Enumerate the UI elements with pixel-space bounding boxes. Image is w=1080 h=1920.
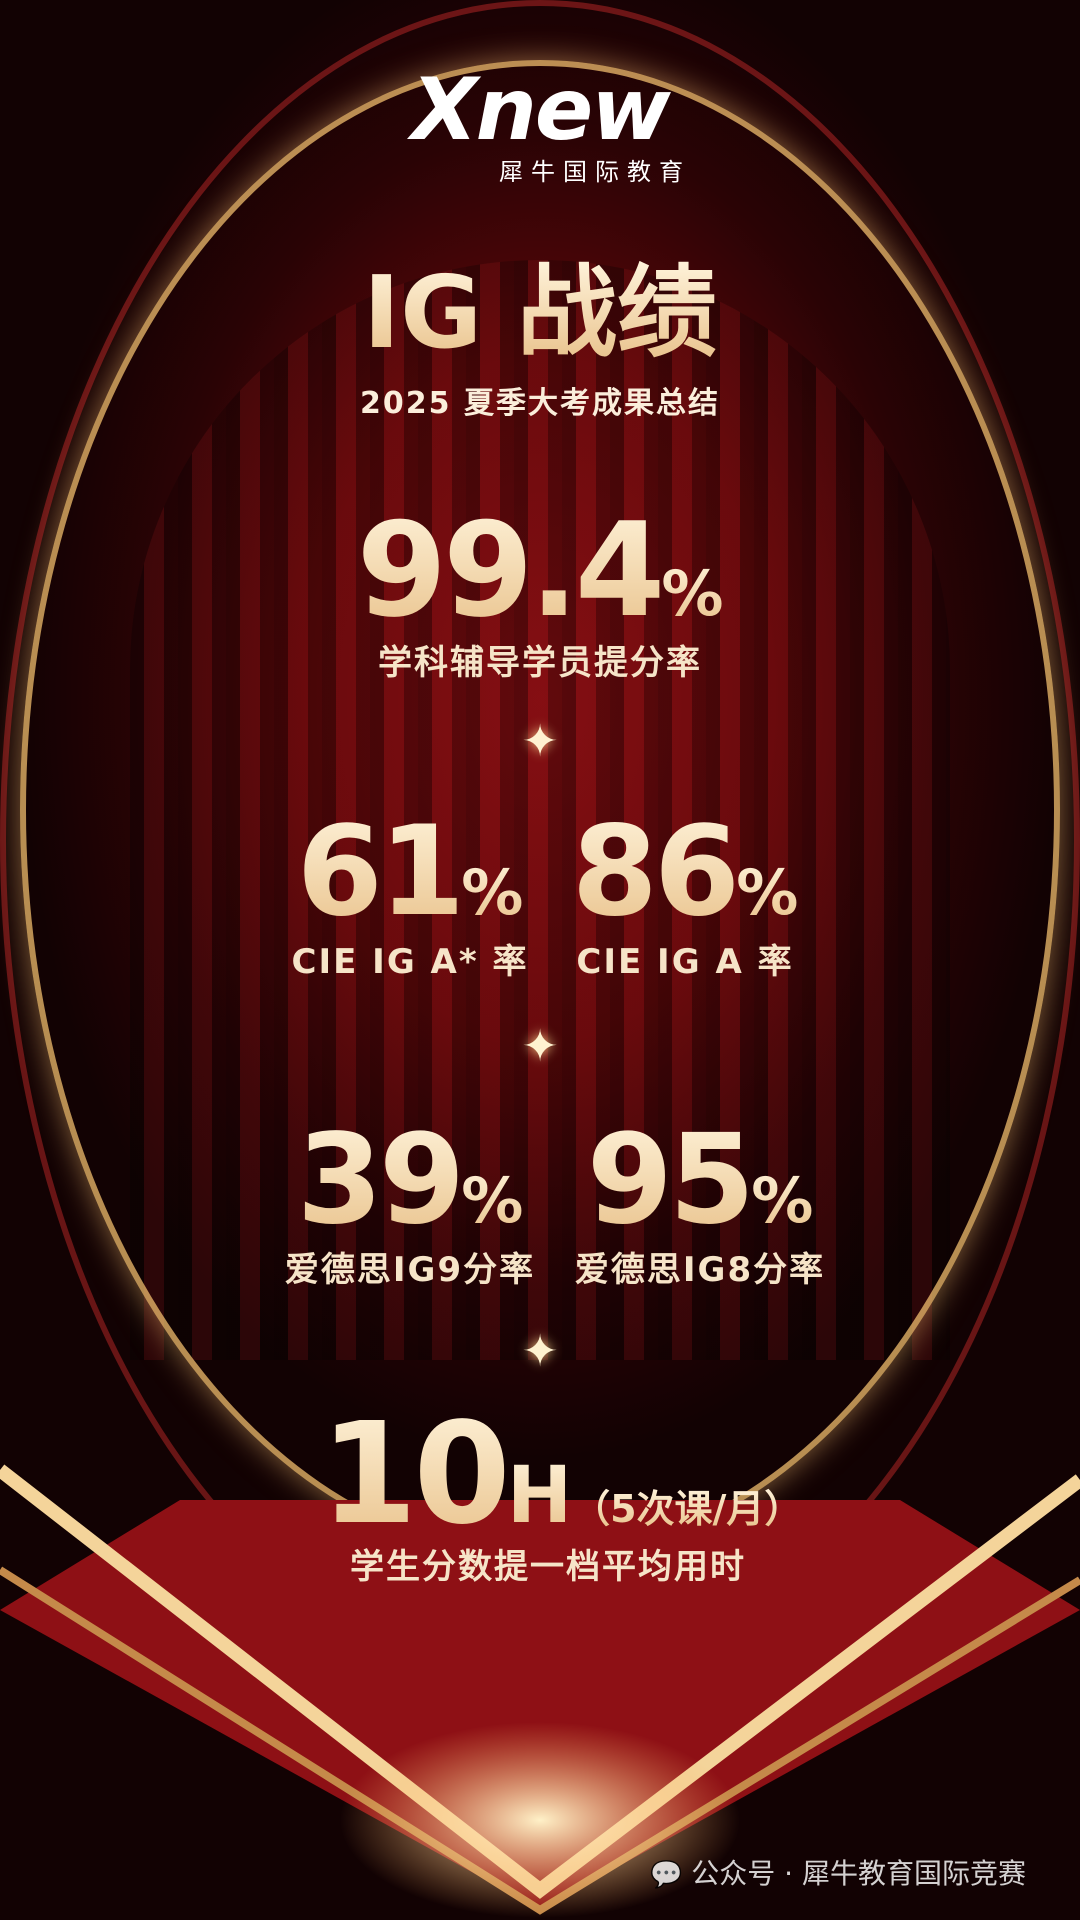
- stat-label: CIE IG A 率: [576, 942, 794, 982]
- stat-value: 61: [296, 800, 466, 944]
- stat-label: 学科辅导学员提分率: [378, 643, 702, 683]
- stat-value: 10: [320, 1393, 511, 1556]
- stat-unit: H: [506, 1451, 573, 1541]
- stat-label: 爱德思IG8分率: [574, 1250, 826, 1290]
- watermark: 💬 公众号 · 犀牛教育国际竞赛: [650, 1856, 1026, 1893]
- stat-cie-a: 86% CIE IG A 率: [560, 810, 810, 983]
- stat-main: 99.4% 学科辅导学员提分率: [0, 505, 1080, 684]
- logo-subtitle: 犀牛国际教育: [499, 158, 691, 186]
- sparkle-icon: ✦: [521, 1021, 559, 1072]
- stat-edexcel-8: 95% 爱德思IG8分率: [570, 1118, 830, 1291]
- logo-brand: Xnew: [411, 60, 670, 160]
- stat-value: 99.4: [356, 494, 666, 646]
- stat-hours: 10H（5次课/月） 学生分数提一档平均用时: [320, 1405, 840, 1588]
- sparkle-icon: ✦: [521, 716, 559, 767]
- page-subtitle: 2025 夏季大考成果总结: [360, 386, 720, 421]
- stat-label: 爱德思IG9分率: [284, 1250, 536, 1290]
- stat-unit: %: [461, 856, 524, 929]
- stage-floor: [0, 1464, 1080, 1918]
- stat-unit: %: [736, 856, 799, 929]
- logo: Xnew 犀牛国际教育: [0, 62, 1080, 187]
- page-title: IG 战绩: [0, 258, 1080, 368]
- stat-label: CIE IG A* 率: [291, 942, 529, 982]
- wechat-icon: 💬: [650, 1860, 683, 1890]
- stat-cie-astar: 61% CIE IG A* 率: [290, 810, 530, 983]
- stat-unit: %: [751, 1164, 814, 1237]
- stat-value: 86: [571, 800, 741, 944]
- stat-unit: %: [661, 557, 724, 630]
- stat-value: 39: [296, 1108, 466, 1252]
- glow: [340, 1722, 740, 1918]
- stat-label: 学生分数提一档平均用时: [350, 1547, 746, 1587]
- watermark-text: 公众号 · 犀牛教育国际竞赛: [691, 1857, 1026, 1890]
- red-carpet: [0, 1500, 1080, 1910]
- stat-note: （5次课/月）: [572, 1487, 803, 1531]
- sparkle-icon: ✦: [521, 1326, 559, 1377]
- stat-edexcel-9: 39% 爱德思IG9分率: [280, 1118, 540, 1291]
- stat-value: 95: [586, 1108, 756, 1252]
- stat-unit: %: [461, 1164, 524, 1237]
